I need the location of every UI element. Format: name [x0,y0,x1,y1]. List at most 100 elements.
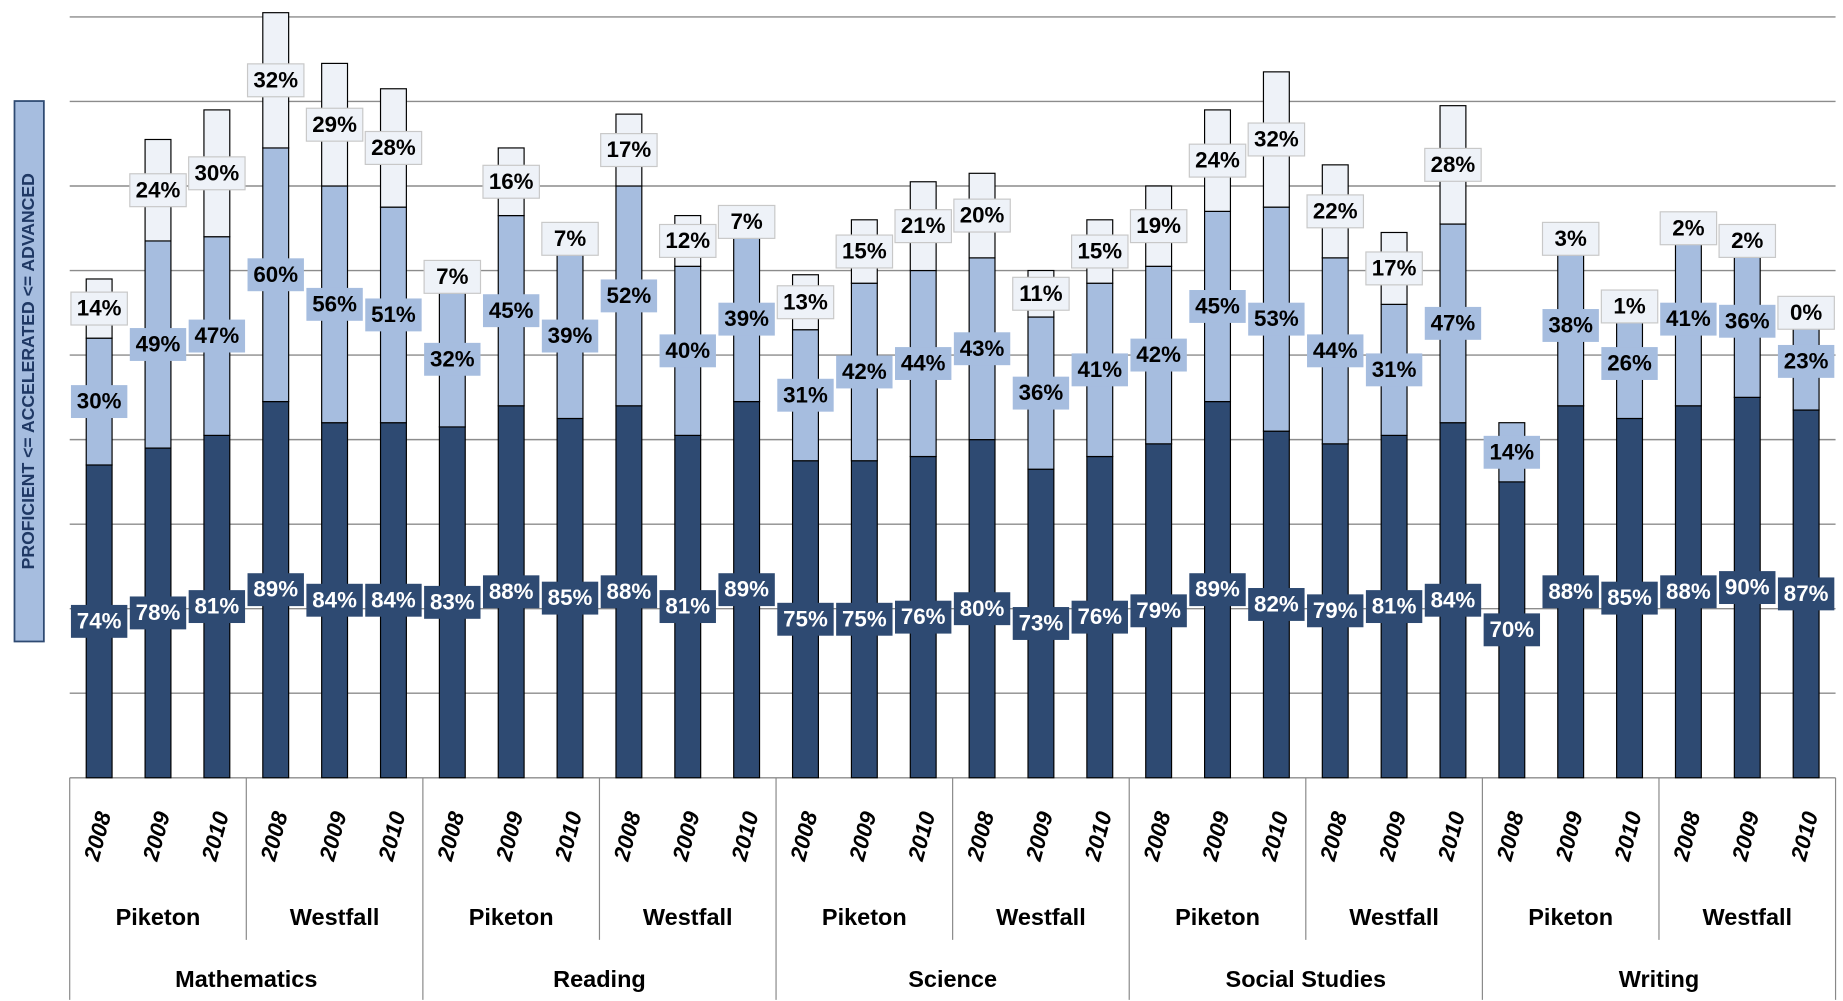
value-label: 32% [430,346,475,371]
label-bg [1307,594,1364,628]
value-label: 7% [554,226,586,251]
x-tick-label: 2008 [609,808,646,864]
x-tick-label: 2009 [1550,808,1587,864]
x-tick-label: 2010 [1433,808,1470,864]
value-label: 2% [1672,215,1704,240]
value-label: 7% [730,209,762,234]
value-label: 75% [842,606,887,631]
value-label: 26% [1607,351,1652,376]
value-label: 39% [548,323,593,348]
label-bg [1012,376,1070,410]
school-label: Westfall [996,904,1086,930]
value-label: 89% [1195,577,1240,602]
x-tick-label: 2009 [1021,808,1058,864]
label-bg [659,334,716,368]
value-label: 84% [371,587,416,612]
value-label: 88% [607,579,652,604]
label-bg [70,385,128,419]
x-tick-label: 2009 [844,808,881,864]
value-label: 89% [253,577,298,602]
label-bg [1306,194,1365,229]
label-bg [1541,221,1600,256]
value-label: 90% [1725,575,1770,600]
x-tick-label: 2008 [255,808,292,864]
x-tick-label: 2010 [726,808,763,864]
x-tick-label: 2008 [785,808,822,864]
label-bg [1718,223,1777,258]
value-label: 43% [960,336,1005,361]
label-bg [777,602,834,636]
subject-label: Science [908,966,997,992]
label-bg [1424,306,1482,340]
value-label: 81% [1372,594,1417,619]
label-bg [1189,573,1246,607]
label-bg [836,602,893,636]
label-bg [541,581,599,615]
label-bg [1601,581,1658,615]
value-label: 85% [548,585,593,610]
value-label: 52% [607,283,652,308]
label-bg [1365,590,1423,624]
value-label: 47% [195,323,240,348]
label-bg [1777,344,1835,378]
subject-label: Writing [1619,966,1699,992]
label-bg [1424,583,1482,617]
value-label: 75% [783,606,828,631]
label-bg [306,287,363,321]
school-label: Piketon [822,904,907,930]
label-bg [1719,571,1776,605]
value-label: 47% [1431,310,1476,335]
label-bg [1130,594,1187,628]
label-bg [1071,234,1129,269]
value-label: 14% [77,296,122,321]
x-tick-label: 2009 [1197,808,1234,864]
value-label: 45% [1195,294,1240,319]
x-tick-label: 2010 [1609,808,1646,864]
value-label: 17% [1372,255,1417,280]
label-bg [1660,302,1717,336]
school-label: Westfall [1349,904,1439,930]
label-bg [1247,122,1306,157]
value-label: 49% [136,332,181,357]
label-bg [718,573,775,607]
label-bg [894,209,952,244]
value-label: 28% [1431,152,1476,177]
value-label: 11% [1019,281,1063,306]
x-tick-label: 2008 [79,808,116,864]
value-label: 89% [724,577,769,602]
y-axis-label: PROFICIENT <= ACCELERATED <= ADVANCED [18,173,38,569]
value-label: 36% [1725,308,1770,333]
value-label: 1% [1613,294,1645,319]
label-bg [423,259,482,294]
value-label: 41% [1077,357,1122,382]
value-label: 28% [371,135,416,160]
value-label: 88% [489,579,534,604]
label-bg [1129,209,1188,244]
label-bg [424,585,481,619]
label-bg [1012,607,1070,640]
value-label: 24% [1195,148,1240,173]
value-label: 88% [1666,579,1711,604]
label-bg [836,355,893,389]
value-label: 76% [1077,604,1122,629]
subject-label: Mathematics [175,966,317,992]
label-bg [1071,600,1128,634]
value-label: 81% [665,594,710,619]
label-bg [1659,211,1718,246]
x-tick-label: 2010 [550,808,587,864]
label-bg [305,107,364,142]
x-tick-label: 2008 [962,808,999,864]
label-bg [247,258,304,292]
value-label: 20% [960,203,1005,228]
x-tick-label: 2010 [197,808,234,864]
value-label: 79% [1313,598,1358,623]
value-label: 80% [960,596,1005,621]
label-bg [1600,289,1659,324]
x-tick-label: 2008 [1492,808,1529,864]
value-label: 23% [1784,348,1829,373]
value-label: 53% [1254,306,1299,331]
school-label: Piketon [1175,904,1260,930]
label-bg [188,590,246,624]
value-label: 12% [665,228,710,253]
